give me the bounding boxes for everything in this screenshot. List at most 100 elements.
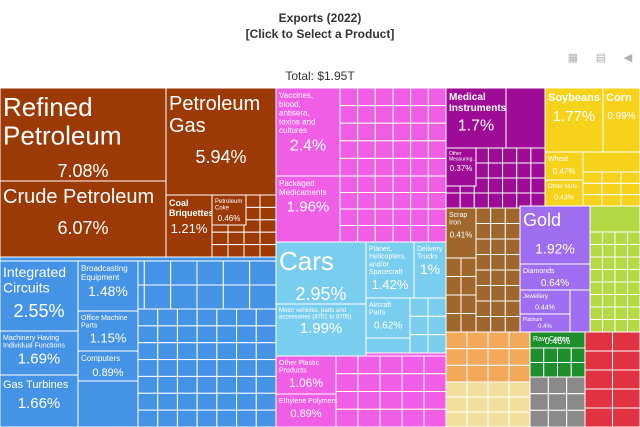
small-instrument-product[interactable] xyxy=(516,147,532,164)
small-misc-product[interactable] xyxy=(466,381,489,398)
small-machine-product[interactable] xyxy=(196,308,218,327)
small-mineral-product[interactable] xyxy=(259,219,277,233)
small-chemical-product[interactable] xyxy=(339,208,359,226)
small-chemical-product[interactable] xyxy=(392,105,412,124)
small-animal-product[interactable] xyxy=(466,364,489,383)
small-chemical-product[interactable] xyxy=(374,140,394,159)
small-misc-product[interactable] xyxy=(445,381,468,398)
small-metal-product[interactable] xyxy=(504,316,521,333)
small-machine-product[interactable] xyxy=(170,284,198,310)
small-instrument-product[interactable] xyxy=(473,192,489,209)
small-instrument-product[interactable] xyxy=(502,162,518,179)
small-chemical-product[interactable] xyxy=(410,88,429,107)
small-transport-product[interactable] xyxy=(427,334,447,354)
line-chart-icon[interactable]: ▤ xyxy=(595,52,607,64)
small-vegetable-product[interactable] xyxy=(582,171,603,184)
small-chemical-product[interactable] xyxy=(374,157,394,177)
small-machine-product[interactable] xyxy=(157,325,178,344)
tile-raw-cotton[interactable] xyxy=(529,331,586,349)
small-chemical-product[interactable] xyxy=(427,208,447,226)
small-misc-product[interactable] xyxy=(445,411,468,427)
small-foodstuff-product[interactable] xyxy=(627,281,640,295)
small-stone-product[interactable] xyxy=(547,409,568,427)
small-metal-product[interactable] xyxy=(504,300,521,317)
small-machine-product[interactable] xyxy=(249,260,277,286)
small-metal-product[interactable] xyxy=(475,223,492,240)
small-textile-product[interactable] xyxy=(570,347,586,363)
small-instrument-product[interactable] xyxy=(502,147,518,164)
small-machine-product[interactable] xyxy=(196,409,218,427)
small-chemical-product[interactable] xyxy=(427,105,447,124)
small-machine-product[interactable] xyxy=(196,359,218,377)
small-chemical-product[interactable] xyxy=(374,105,394,124)
small-machine-product[interactable] xyxy=(255,308,277,327)
small-footwear-product[interactable] xyxy=(612,331,640,352)
small-stone-product[interactable] xyxy=(529,409,549,427)
small-chemical-product[interactable] xyxy=(339,175,359,193)
small-chemical-product[interactable] xyxy=(357,225,376,243)
small-foodstuff-product[interactable] xyxy=(627,269,640,283)
small-plastic-product[interactable] xyxy=(401,391,425,410)
small-foodstuff-product[interactable] xyxy=(627,256,640,270)
small-machine-product[interactable] xyxy=(236,392,257,411)
small-machine-product[interactable] xyxy=(176,392,198,411)
small-machine-product[interactable] xyxy=(222,284,251,310)
small-misc-product[interactable] xyxy=(487,381,510,398)
small-footwear-product[interactable] xyxy=(584,369,613,390)
small-foodstuff-product[interactable] xyxy=(602,244,616,258)
small-textile-product[interactable] xyxy=(529,362,545,378)
small-foodstuff-product[interactable] xyxy=(614,256,628,270)
small-transport-product[interactable] xyxy=(409,334,429,354)
small-machine-product[interactable] xyxy=(137,325,159,344)
small-animal-product[interactable] xyxy=(508,348,531,366)
small-machine-product[interactable] xyxy=(176,359,198,377)
small-footwear-product[interactable] xyxy=(584,331,613,352)
tile-crude-petroleum[interactable] xyxy=(0,180,167,258)
small-instrument-product[interactable] xyxy=(487,147,504,164)
small-plastic-product[interactable] xyxy=(423,373,447,392)
small-stone-product[interactable] xyxy=(566,409,586,427)
small-metal-product[interactable] xyxy=(504,269,521,286)
tile-other-measuring-instruments[interactable] xyxy=(445,147,477,187)
small-animal-product[interactable] xyxy=(487,348,510,366)
small-machine-product[interactable] xyxy=(157,392,178,411)
small-foodstuff-product[interactable] xyxy=(627,319,640,333)
small-machine-product[interactable] xyxy=(157,359,178,377)
small-foodstuff-product[interactable] xyxy=(602,269,616,283)
small-foodstuff-product[interactable] xyxy=(627,244,640,258)
small-machine-product[interactable] xyxy=(137,342,159,361)
small-foodstuff-product[interactable] xyxy=(602,294,616,308)
tile-ethylene-polymers[interactable] xyxy=(275,393,337,427)
small-foodstuff-product[interactable] xyxy=(589,244,603,258)
tile-delivery-trucks[interactable] xyxy=(413,241,447,299)
small-chemical-product[interactable] xyxy=(427,225,447,243)
small-vegetable-product[interactable] xyxy=(620,182,640,196)
small-plastic-product[interactable] xyxy=(423,408,447,427)
small-foodstuff-product[interactable] xyxy=(614,306,628,320)
small-chemical-product[interactable] xyxy=(339,88,359,107)
small-metal-product[interactable] xyxy=(445,294,462,314)
small-textile-product[interactable] xyxy=(543,347,558,363)
small-machine-product[interactable] xyxy=(236,375,257,394)
small-vegetable-product[interactable] xyxy=(582,182,603,196)
table-icon[interactable]: ▦ xyxy=(567,52,579,64)
small-machine-product[interactable] xyxy=(176,325,198,344)
small-stone-product[interactable] xyxy=(529,376,549,395)
small-metal-product[interactable] xyxy=(445,313,462,333)
small-misc-product[interactable] xyxy=(445,396,468,413)
small-textile-product[interactable] xyxy=(570,362,586,378)
small-instrument-product[interactable] xyxy=(502,177,518,194)
small-foodstuff-product[interactable] xyxy=(627,231,640,245)
small-animal-product[interactable] xyxy=(508,331,531,350)
small-textile-product[interactable] xyxy=(529,347,545,363)
small-chemical-product[interactable] xyxy=(427,88,447,107)
small-chemical-product[interactable] xyxy=(410,175,429,193)
tile-broadcasting-equipment[interactable] xyxy=(77,260,139,312)
small-metal-product[interactable] xyxy=(460,294,477,314)
small-machine-product[interactable] xyxy=(137,409,159,427)
small-plastic-product[interactable] xyxy=(401,373,425,392)
small-foodstuff-product[interactable] xyxy=(602,281,616,295)
small-plastic-product[interactable] xyxy=(423,355,447,375)
small-chemical-product[interactable] xyxy=(392,122,412,142)
small-plastic-product[interactable] xyxy=(379,355,403,375)
